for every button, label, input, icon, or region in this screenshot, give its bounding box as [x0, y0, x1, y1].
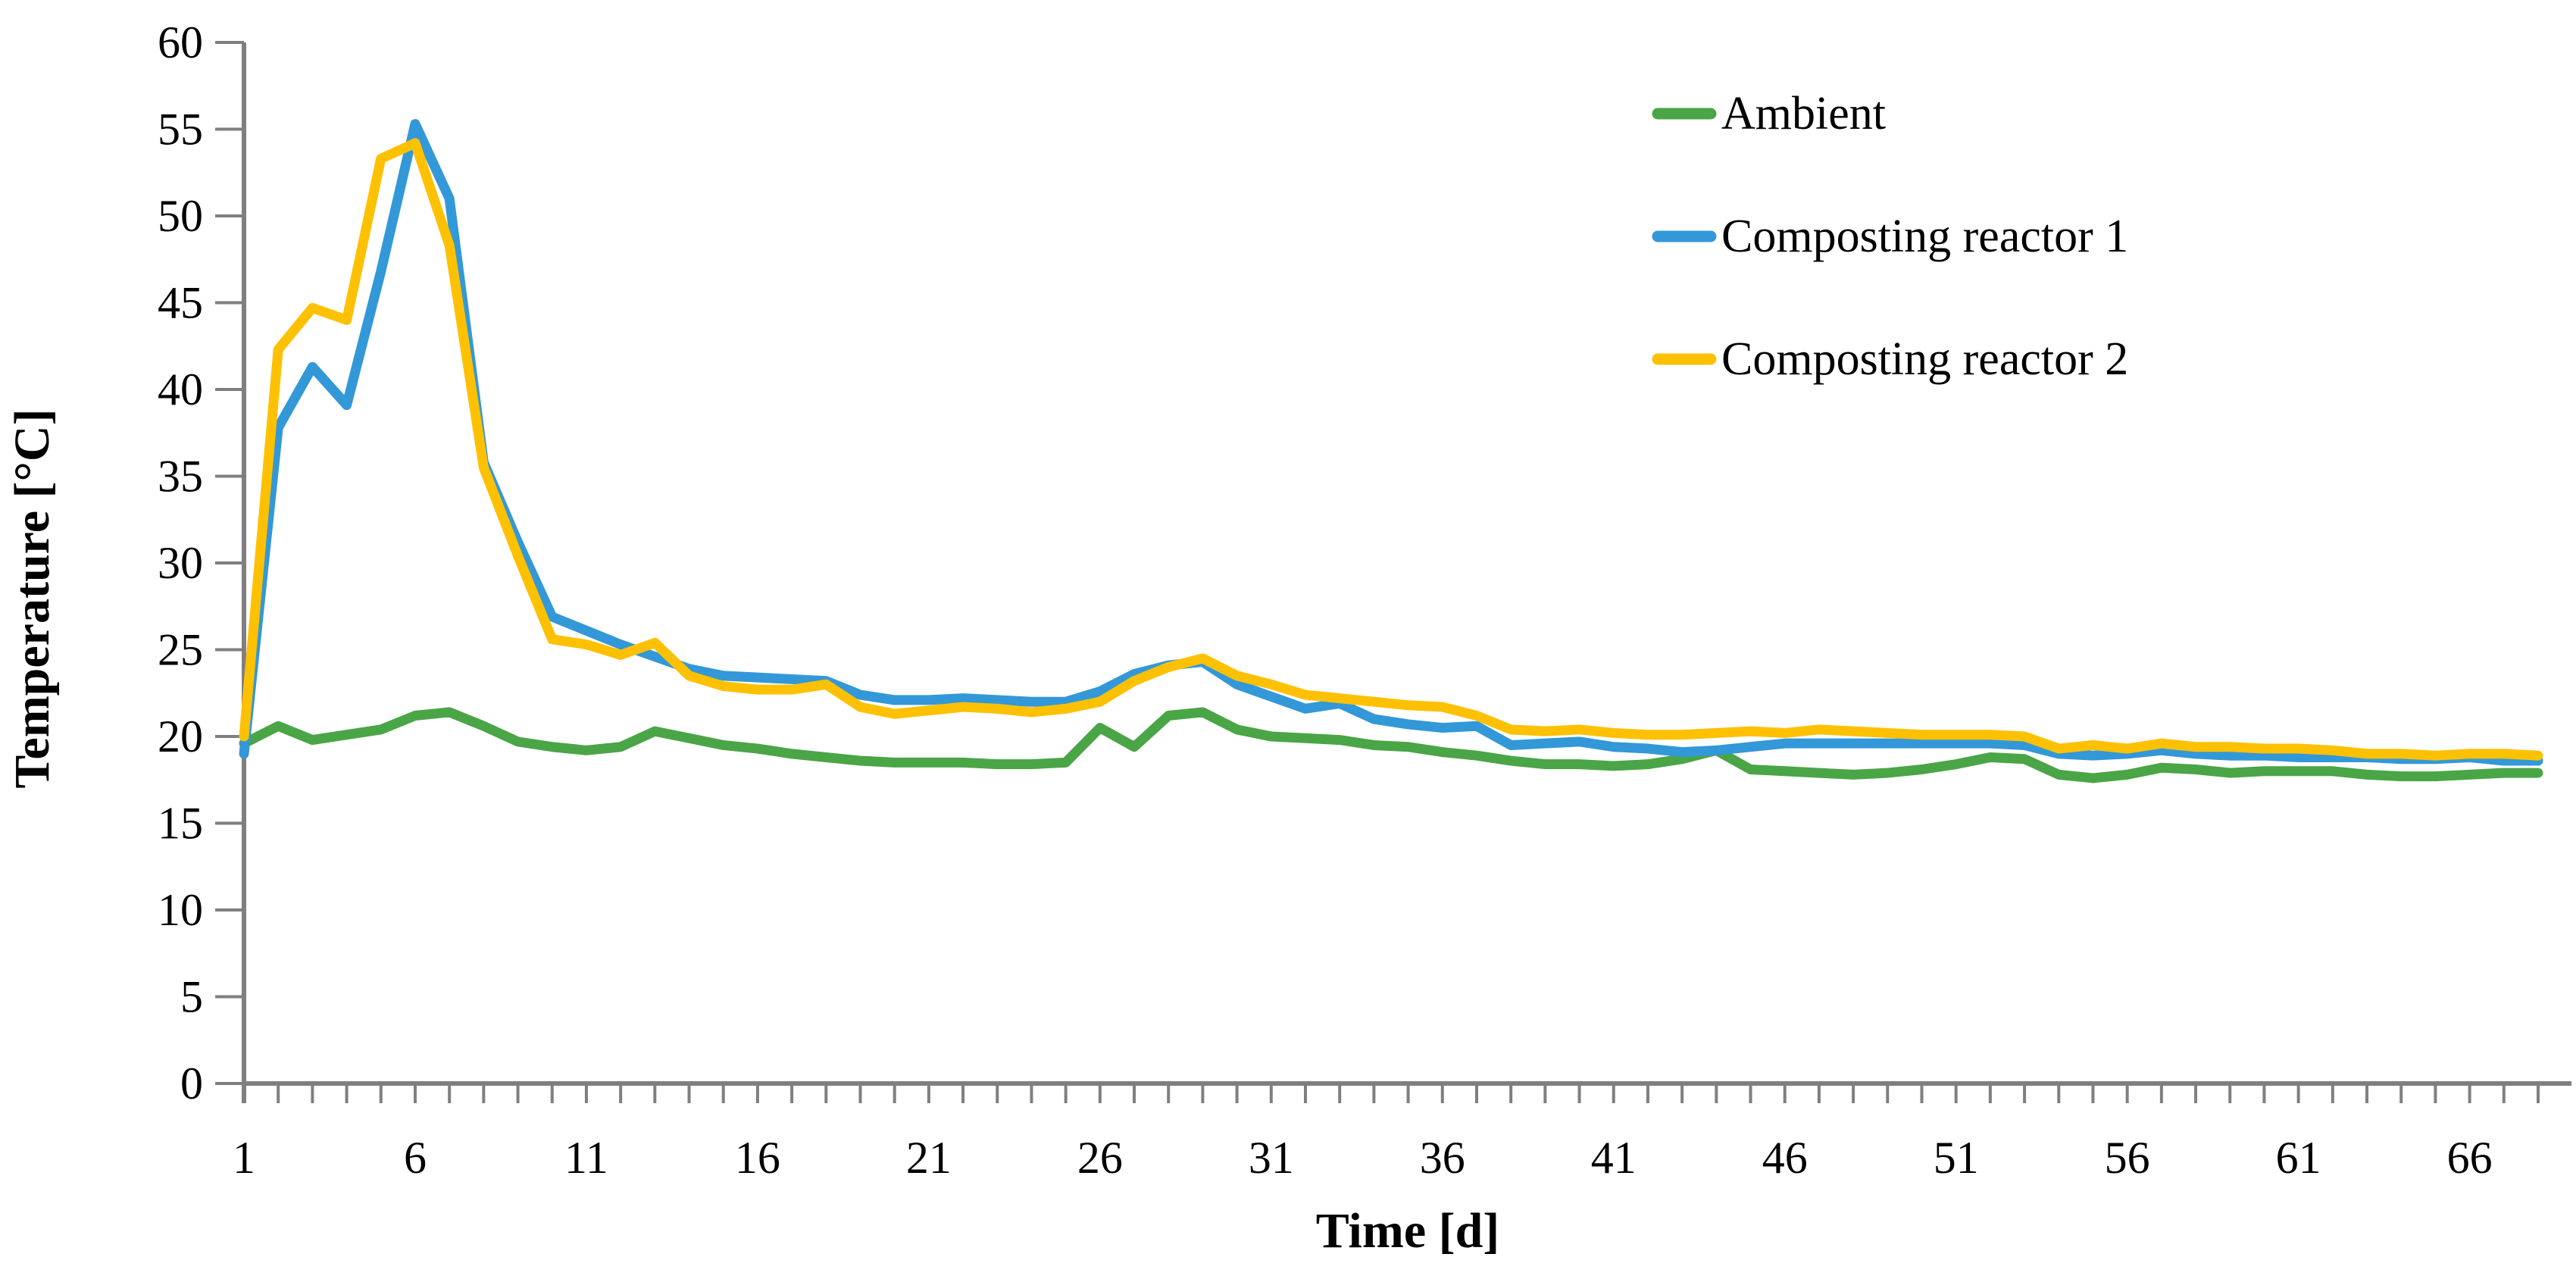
x-axis-title: Time [d] [1316, 1203, 1500, 1259]
y-tick-label: 20 [158, 711, 203, 761]
y-tick-label: 15 [158, 799, 203, 849]
legend-item: Composting reactor 1 [1652, 211, 2128, 262]
x-tick-label: 46 [1762, 1133, 1808, 1183]
axes [215, 41, 2571, 1103]
y-tick-label: 0 [180, 1058, 203, 1108]
y-tick-label: 50 [158, 191, 203, 241]
x-tick-label: 41 [1591, 1133, 1637, 1183]
y-tick-label: 35 [158, 452, 203, 502]
y-tick-label: 25 [158, 625, 203, 675]
legend-label-ambient: Ambient [1721, 88, 1886, 139]
legend-item: Ambient [1652, 88, 1886, 139]
series-lines [239, 119, 2543, 783]
x-tick-label: 36 [1420, 1133, 1465, 1183]
y-axis-title: Temperature [°C] [5, 408, 60, 788]
x-tick-label: 16 [735, 1133, 780, 1183]
y-tick-label: 40 [158, 364, 203, 414]
legend-label-composting-reactor-2: Composting reactor 2 [1721, 333, 2128, 385]
series-line-ambient [239, 707, 2543, 783]
legend-item: Composting reactor 2 [1652, 333, 2128, 385]
y-tick-label: 55 [158, 105, 203, 155]
y-tick-label: 45 [158, 278, 203, 328]
x-tick-label: 56 [2105, 1133, 2150, 1183]
x-tick-label: 1 [233, 1133, 255, 1183]
y-tick-label: 60 [158, 17, 203, 67]
y-tick-label: 5 [180, 972, 203, 1022]
legend: Ambient Composting reactor 1 Composting … [1652, 88, 2128, 385]
x-tick-label: 6 [404, 1133, 427, 1183]
x-tick-label: 21 [906, 1133, 952, 1183]
y-tick-label: 10 [158, 885, 203, 935]
y-tick-label: 30 [158, 538, 203, 588]
series-line-composting-reactor-2 [239, 138, 2543, 761]
legend-label-composting-reactor-1: Composting reactor 1 [1721, 211, 2128, 262]
x-tick-label: 11 [564, 1133, 608, 1183]
x-tick-label: 61 [2276, 1133, 2321, 1183]
x-tick-label: 26 [1077, 1133, 1123, 1183]
x-tick-label: 66 [2447, 1133, 2493, 1183]
x-tick-label: 31 [1249, 1133, 1294, 1183]
x-tick-label: 51 [1934, 1133, 1979, 1183]
series-line-composting-reactor-1 [239, 119, 2543, 766]
